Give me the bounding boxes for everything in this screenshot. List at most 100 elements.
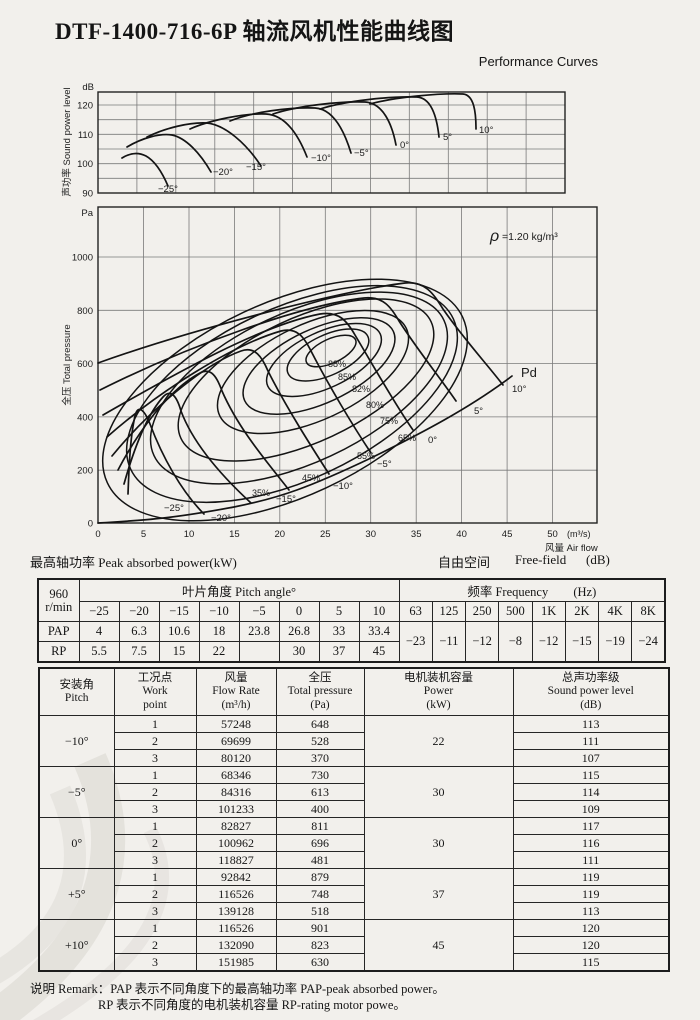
performance-table-header: 安装角 Pitch 工况点 Work point 风量 Flow Rate (m… xyxy=(38,667,670,716)
power-cell: 45 xyxy=(363,919,514,972)
total-pressure-cell: 630 xyxy=(275,953,365,972)
header-line: point xyxy=(143,698,167,711)
freq-correction-value: −24 xyxy=(631,621,666,663)
work-point-cell: 2 xyxy=(113,732,197,750)
total-pressure-cell: 901 xyxy=(275,919,365,937)
sound-ytick-90: 90 xyxy=(82,189,93,200)
pap-value: 33 xyxy=(318,621,360,642)
efficiency-contour-55 xyxy=(149,291,449,485)
flow-rate-cell: 101233 xyxy=(195,800,277,818)
sound-label-minus-15: −15° xyxy=(246,162,266,173)
pitch-col: −15 xyxy=(158,601,200,622)
freq-col: 63 xyxy=(398,601,433,622)
sound-power-cell: 109 xyxy=(512,800,670,818)
pressure-ytick-800: 800 xyxy=(77,306,93,317)
pap-row: PAP 4 6.3 10.6 18 23.8 26.8 33 33.4 −23 … xyxy=(37,621,666,663)
free-field-caption-en: Free-field xyxy=(515,552,567,567)
rp-value: 15 xyxy=(158,641,200,663)
pressure-curve-0 xyxy=(102,312,414,431)
pap-value: 33.4 xyxy=(358,621,400,642)
pap-value: 23.8 xyxy=(238,621,280,642)
pitch-value-cell: +5° xyxy=(38,868,115,920)
work-point-cell: 1 xyxy=(113,715,197,733)
header-power: 电机装机容量 Power (kW) xyxy=(363,667,514,716)
freq-correction-value: −11 xyxy=(431,621,467,663)
efficiency-label-55: 55% xyxy=(357,451,375,461)
frequency-group-header: 频率 Frequency (Hz) xyxy=(398,578,666,602)
header-line: 安装角 xyxy=(59,678,95,691)
sound-power-cell: 114 xyxy=(512,783,670,801)
flow-rate-cell: 92842 xyxy=(195,868,277,886)
header-line: (dB) xyxy=(580,698,602,711)
work-point-cell: 3 xyxy=(113,953,197,972)
pressure-xtick-40: 40 xyxy=(456,529,467,540)
header-line: Flow Rate xyxy=(212,685,260,698)
sound-power-cell: 111 xyxy=(512,732,670,750)
pitch-label-0: 0° xyxy=(428,435,437,446)
pitch-label-minus-20: −20° xyxy=(211,513,231,524)
power-cell: 37 xyxy=(363,868,514,920)
performance-table: 安装角 Pitch 工况点 Work point 风量 Flow Rate (m… xyxy=(38,667,670,972)
pressure-curve-minus-5 xyxy=(106,329,372,454)
pitch-label-minus-15: −15° xyxy=(276,494,296,505)
total-pressure-cell: 518 xyxy=(275,902,365,920)
total-pressure-cell: 400 xyxy=(275,800,365,818)
pitch-col: −5 xyxy=(238,601,280,622)
flow-rate-cell: 151985 xyxy=(195,953,277,972)
total-pressure-cell: 696 xyxy=(275,834,365,852)
efficiency-contour-85 xyxy=(286,328,370,382)
density-rho-symbol: ρ xyxy=(489,228,499,245)
work-point-cell: 3 xyxy=(113,851,197,869)
freq-col: 500 xyxy=(498,601,533,622)
work-point-cell: 2 xyxy=(113,834,197,852)
header-line: 工况点 xyxy=(137,671,173,684)
pressure-ytick-0: 0 xyxy=(88,519,93,530)
pressure-xtick-45: 45 xyxy=(502,529,513,540)
total-pressure-cell: 823 xyxy=(275,936,365,954)
total-pressure-cell: 730 xyxy=(275,766,365,784)
pitch-col: 10 xyxy=(358,601,400,622)
flow-rate-cell: 80120 xyxy=(195,749,277,767)
header-line: (Pa) xyxy=(310,698,330,711)
performance-row: 2 132090 823 120 xyxy=(39,936,670,954)
freq-col: 250 xyxy=(465,601,500,622)
sound-label-10: 10° xyxy=(479,125,494,136)
pap-value: 26.8 xyxy=(278,621,320,642)
freq-correction-value: −12 xyxy=(531,621,566,663)
pressure-chart: Pa 1000 800 600 400 200 0 全压 Total press… xyxy=(61,206,598,554)
rp-value: 45 xyxy=(358,641,400,663)
remark-line-2: RP 表示不同角度的电机装机容量 RP-rating motor powe。 xyxy=(98,998,406,1012)
work-point-cell: 3 xyxy=(113,800,197,818)
rp-label: RP xyxy=(37,641,80,663)
header-line: 电机装机容量 xyxy=(404,671,473,684)
pressure-xtick-25: 25 xyxy=(320,529,331,540)
rp-row: RP 5.5 7.5 15 22 30 37 45 xyxy=(37,641,665,663)
header-line: Power xyxy=(423,685,454,698)
pap-label: PAP xyxy=(37,621,80,642)
pitch-value-cell: +10° xyxy=(38,919,115,972)
power-cell: 22 xyxy=(363,715,514,767)
freq-col: 2K xyxy=(564,601,600,622)
total-pressure-cell: 748 xyxy=(275,885,365,903)
pressure-grid-horizontal xyxy=(98,256,597,471)
pressure-chart-frame xyxy=(97,206,598,524)
efficiency-label-85: 85% xyxy=(338,372,356,382)
sound-curve-10 xyxy=(369,92,477,130)
pressure-xtick-10: 10 xyxy=(184,529,195,540)
freq-col: 1K xyxy=(531,601,566,622)
header-line: Total pressure xyxy=(287,685,353,698)
work-point-cell: 2 xyxy=(113,885,197,903)
rpm-cell: 960 r/min xyxy=(37,578,80,622)
work-point-cell: 1 xyxy=(113,766,197,784)
flow-rate-cell: 82827 xyxy=(195,817,277,835)
performance-row: −5° 1 68346 730 30 115 xyxy=(38,766,670,818)
efficiency-contour-80 xyxy=(242,317,396,415)
efficiency-label-82: 82% xyxy=(352,384,370,394)
page-subtitle: Performance Curves xyxy=(478,54,598,69)
pressure-unit-label: Pa xyxy=(81,208,93,219)
freq-correction-value: −23 xyxy=(398,621,433,663)
flow-rate-cell: 116526 xyxy=(195,919,277,937)
efficiency-label-35: 35% xyxy=(252,488,270,498)
work-point-cell: 2 xyxy=(113,783,197,801)
pressure-curve-10 xyxy=(97,282,504,386)
